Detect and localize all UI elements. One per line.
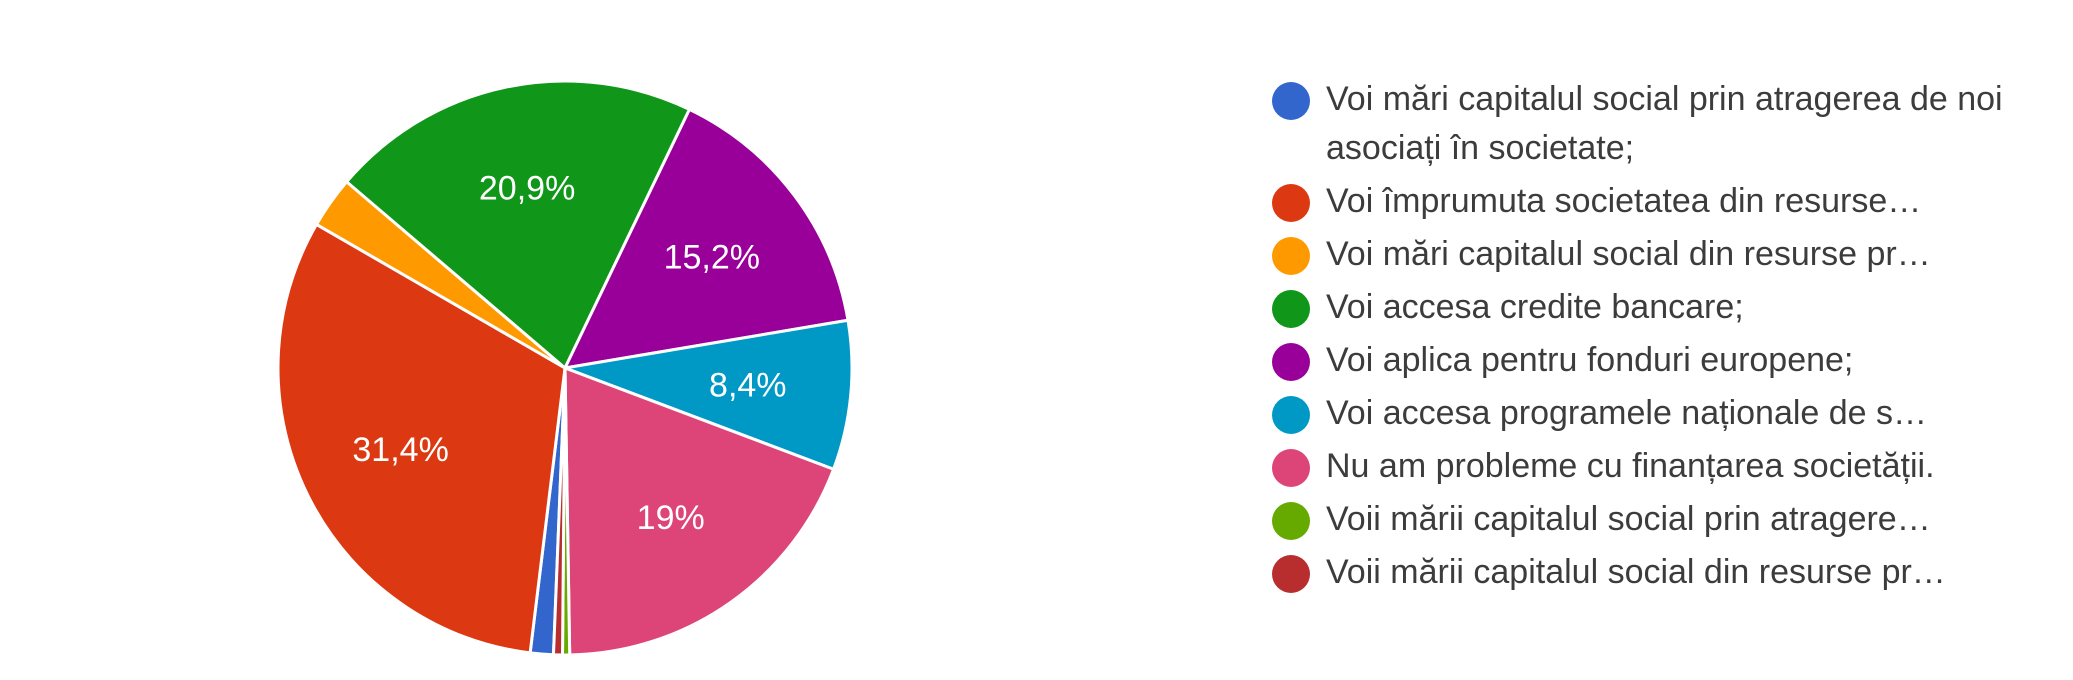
legend-label: Voi mări capitalul social din resurse pr… (1326, 235, 1931, 273)
slice-data-label: 19% (637, 499, 705, 537)
legend-swatch (1272, 555, 1310, 593)
legend-label: Voi accesa programele naționale de s… (1326, 394, 1928, 432)
legend-swatch (1272, 237, 1310, 275)
legend-swatch (1272, 290, 1310, 328)
legend-label: Voi accesa credite bancare; (1326, 288, 1744, 326)
legend-item[interactable]: Voi mări capitalul social din resurse pr… (1272, 235, 2032, 279)
legend-item[interactable]: Nu am probleme cu finanțarea societății. (1272, 447, 2032, 491)
slice-data-label: 20,9% (479, 169, 575, 207)
chart-legend: Voi mări capitalul social prin atragerea… (1272, 80, 2032, 660)
pie-slice[interactable] (563, 318, 854, 471)
pie-slice[interactable] (276, 222, 567, 655)
slice-data-label: 15,2% (664, 239, 760, 277)
slice-data-label: 31,4% (352, 431, 448, 469)
legend-swatch (1272, 449, 1310, 487)
legend-item[interactable]: Voii mării capitalul social prin atrager… (1272, 500, 2032, 544)
legend-label: Voii mării capitalul social din resurse … (1326, 553, 1946, 591)
legend-item[interactable]: Voi aplica pentru fonduri europene; (1272, 341, 2032, 385)
legend-label: Voii mării capitalul social prin atrager… (1326, 500, 1931, 538)
legend-item[interactable]: Voi accesa programele naționale de s… (1272, 394, 2032, 438)
legend-item[interactable]: Voi accesa credite bancare; (1272, 288, 2032, 332)
legend-label: Voi aplica pentru fonduri europene; (1326, 341, 1854, 379)
legend-swatch (1272, 343, 1310, 381)
pie-slice[interactable] (551, 366, 567, 657)
pie-slice[interactable] (345, 79, 691, 370)
legend-swatch (1272, 82, 1310, 120)
pie-slice[interactable] (563, 366, 836, 657)
legend-label: Voi împrumuta societatea din resurse… (1326, 182, 1922, 220)
legend-label: Nu am probleme cu finanțarea societății. (1326, 447, 1935, 485)
pie-slice[interactable] (563, 107, 850, 370)
legend-item[interactable]: Voi mări capitalul social prin atragerea… (1272, 80, 2032, 173)
slice-data-label: 8,4% (709, 367, 787, 405)
legend-swatch (1272, 184, 1310, 222)
legend-item[interactable]: Voi împrumuta societatea din resurse… (1272, 182, 2032, 226)
legend-swatch (1272, 502, 1310, 540)
legend-item[interactable]: Voii mării capitalul social din resurse … (1272, 553, 2032, 597)
legend-swatch (1272, 396, 1310, 434)
legend-label: Voi mări capitalul social prin atragerea… (1326, 80, 2003, 167)
